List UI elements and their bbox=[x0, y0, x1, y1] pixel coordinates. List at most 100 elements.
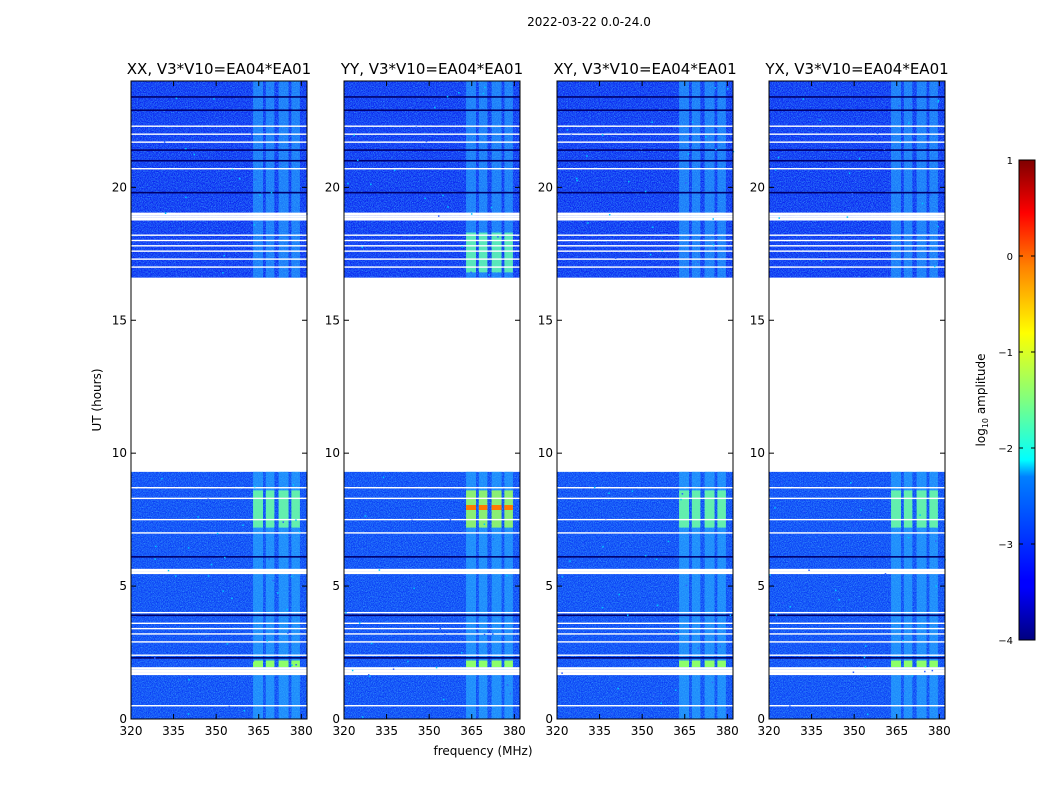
dark-row bbox=[557, 191, 733, 194]
rfi-burst-low bbox=[903, 660, 913, 668]
noise-speck bbox=[769, 574, 771, 576]
noise-speck bbox=[506, 684, 509, 686]
noise-speck bbox=[206, 116, 209, 119]
noise-speck bbox=[492, 538, 495, 540]
rfi-column-upper bbox=[253, 81, 263, 278]
rfi-column-upper bbox=[265, 81, 275, 278]
noise-speck bbox=[649, 662, 651, 664]
flagged-row bbox=[557, 487, 733, 489]
noise-speck bbox=[185, 170, 187, 172]
rfi-burst-yy bbox=[504, 232, 513, 273]
x-axis-label: frequency (MHz) bbox=[433, 744, 532, 758]
noise-speck bbox=[848, 172, 851, 175]
y-tick-label: 20 bbox=[750, 180, 765, 194]
flagged-row bbox=[344, 672, 520, 676]
y-tick-label: 10 bbox=[750, 446, 765, 460]
colorbar-tick-label: 1 bbox=[1007, 156, 1013, 167]
noise-speck bbox=[570, 134, 572, 136]
noise-speck bbox=[425, 140, 428, 143]
flagged-row bbox=[131, 141, 307, 143]
x-tick-label: 350 bbox=[631, 724, 654, 738]
dark-row bbox=[769, 96, 945, 98]
y-tick-label: 20 bbox=[112, 180, 127, 194]
noise-speck bbox=[667, 540, 670, 543]
noise-speck bbox=[789, 705, 791, 707]
noise-speck bbox=[849, 482, 852, 484]
flagged-row bbox=[557, 669, 733, 673]
noise-speck bbox=[231, 168, 234, 171]
noise-speck bbox=[460, 651, 463, 654]
y-tick-label: 0 bbox=[545, 712, 553, 726]
noise-speck bbox=[601, 606, 604, 609]
noise-speck bbox=[486, 645, 488, 648]
rfi-burst-peak bbox=[466, 505, 476, 511]
noise-speck bbox=[713, 233, 716, 235]
noise-speck bbox=[651, 226, 654, 228]
flagged-row bbox=[344, 571, 520, 575]
noise-speck bbox=[383, 179, 386, 181]
noise-speck bbox=[356, 159, 359, 162]
data-gap bbox=[344, 277, 520, 472]
flagged-row bbox=[557, 568, 733, 572]
noise-speck bbox=[238, 177, 241, 180]
flagged-row bbox=[769, 622, 945, 624]
noise-speck bbox=[782, 602, 784, 604]
y-tick-label: 15 bbox=[538, 313, 553, 327]
noise-speck bbox=[193, 153, 196, 156]
flagged-row bbox=[344, 133, 520, 135]
dark-row bbox=[344, 556, 520, 558]
flagged-row bbox=[131, 215, 307, 218]
noise-speck bbox=[154, 657, 156, 659]
noise-speck bbox=[561, 576, 564, 578]
noise-speck bbox=[819, 119, 822, 122]
noise-speck bbox=[684, 268, 687, 270]
noise-speck bbox=[653, 693, 655, 696]
noise-speck bbox=[175, 97, 178, 100]
flagged-row bbox=[557, 133, 733, 135]
noise-speck bbox=[673, 484, 675, 486]
noise-speck bbox=[902, 639, 904, 642]
colorbar-tick-label: −4 bbox=[998, 636, 1013, 647]
noise-speck bbox=[502, 528, 504, 531]
noise-speck bbox=[238, 713, 240, 716]
noise-speck bbox=[631, 490, 634, 493]
noise-speck bbox=[570, 665, 573, 667]
flagged-row bbox=[557, 611, 733, 614]
x-tick-label: 380 bbox=[716, 724, 739, 738]
flagged-row bbox=[557, 667, 733, 670]
noise-speck bbox=[226, 643, 229, 645]
flagged-row bbox=[557, 672, 733, 676]
flagged-row bbox=[769, 667, 945, 670]
rfi-burst bbox=[903, 490, 913, 528]
rfi-burst-low bbox=[691, 660, 701, 668]
panel-group: XX, V3*V10=EA04*EA01 320 335 350 365 380 0 5 10 1… bbox=[112, 60, 951, 738]
noise-speck bbox=[154, 545, 157, 548]
noise-speck bbox=[927, 117, 929, 119]
noise-speck bbox=[187, 547, 190, 549]
rfi-column-lower bbox=[291, 471, 300, 719]
noise-speck bbox=[348, 682, 351, 685]
rfi-column-lower bbox=[278, 471, 289, 719]
noise-speck bbox=[775, 648, 777, 650]
rfi-burst bbox=[891, 490, 901, 528]
noise-speck bbox=[586, 155, 588, 157]
flagged-row bbox=[131, 258, 307, 260]
dark-row bbox=[769, 109, 945, 112]
noise-speck bbox=[277, 592, 279, 594]
noise-speck bbox=[358, 622, 361, 624]
noise-speck bbox=[622, 154, 624, 157]
noise-speck bbox=[774, 169, 777, 171]
noise-speck bbox=[814, 223, 817, 226]
rfi-column-lower bbox=[504, 471, 513, 719]
flagged-row bbox=[769, 532, 945, 534]
noise-speck bbox=[808, 569, 810, 572]
panel-yx: YX, V3*V10=EA04*EA01 320 335 350 365 380 0 5 10 1… bbox=[750, 60, 951, 738]
flagged-row bbox=[344, 250, 520, 252]
flagged-row bbox=[344, 669, 520, 673]
noise-speck bbox=[618, 593, 620, 596]
noise-speck bbox=[680, 498, 682, 501]
rfi-column-lower bbox=[891, 471, 901, 719]
colorbar-tick-label: −1 bbox=[998, 348, 1013, 359]
noise-speck bbox=[691, 121, 694, 123]
rfi-column-lower bbox=[903, 471, 913, 719]
